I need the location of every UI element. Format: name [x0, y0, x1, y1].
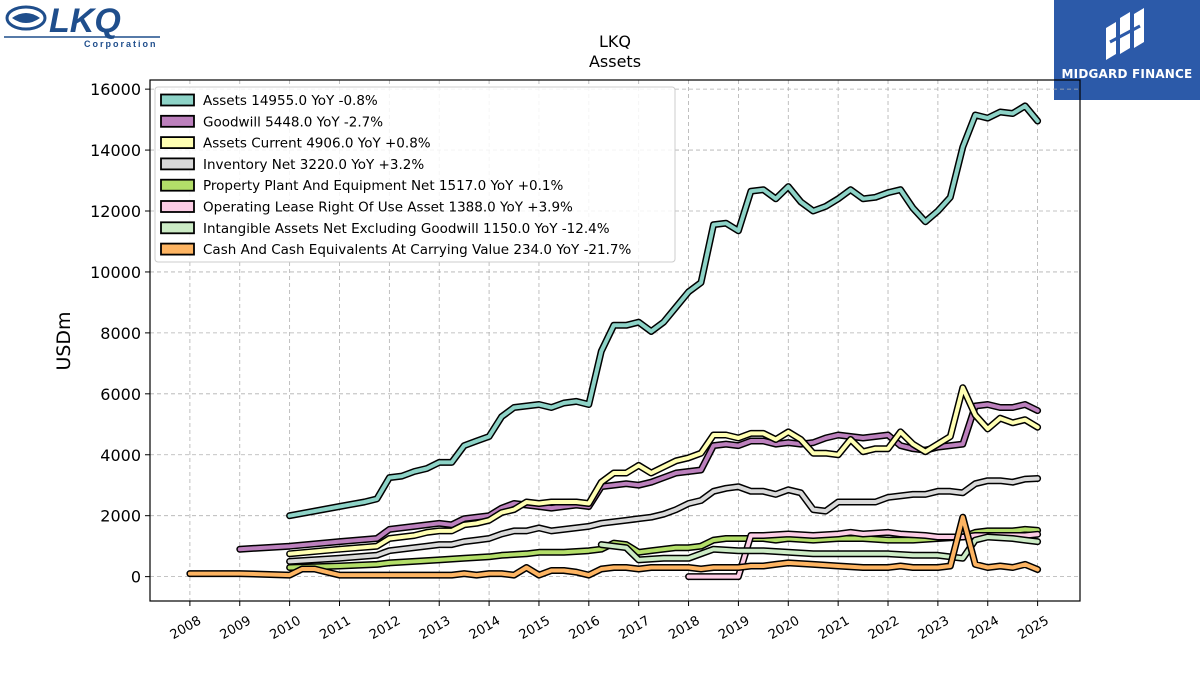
series-line: [187, 515, 1040, 578]
lkq-logo-text: LKQ: [49, 2, 121, 40]
y-tick-label: 6000: [100, 385, 141, 404]
x-tick-label: 2019: [716, 613, 752, 643]
series-line: [287, 103, 1040, 518]
x-tick-label: 2008: [168, 613, 204, 643]
x-axis-ticks: 2008 2009 2010 2011 2012 2013 2014 2015 2016 2017…: [168, 601, 1052, 643]
legend: Assets 14955.0 YoY -0.8% Goodwill 5448.0 …: [154, 86, 676, 263]
legend-swatch: [160, 157, 195, 171]
legend-entry-label: Inventory Net 3220.0 YoY +3.2%: [203, 157, 424, 173]
y-tick-label: 2000: [100, 507, 141, 526]
series-line: [287, 527, 1040, 570]
y-axis-label: USDm: [53, 311, 75, 370]
x-tick-label: 2010: [267, 613, 303, 643]
legend-box: [154, 86, 676, 263]
lkq-logo-graphic: LKQ Corporation: [4, 2, 160, 49]
legend-entry-label: Operating Lease Right Of Use Asset 1388.…: [203, 200, 573, 216]
midgard-emblem-icon: [1106, 8, 1144, 60]
x-tick-label: 2018: [666, 613, 702, 643]
x-tick-label: 2017: [617, 613, 653, 643]
midgard-finance-logo: MIDGARD FINANCE: [1054, 0, 1200, 100]
x-tick-label: 2015: [517, 613, 553, 643]
legend-swatch: [160, 221, 195, 235]
legend-entry-label: Intangible Assets Net Excluding Goodwill…: [203, 221, 610, 237]
legend-entry-label: Property Plant And Equipment Net 1517.0 …: [203, 178, 563, 194]
legend-swatch: [160, 178, 195, 192]
legend-entry-label: Assets 14955.0 YoY -0.8%: [203, 93, 378, 109]
legend-swatch: [160, 136, 195, 150]
x-tick-label: 2009: [218, 613, 254, 643]
legend-swatch: [160, 93, 195, 107]
midgard-finance-text: MIDGARD FINANCE: [1061, 67, 1193, 81]
x-tick-label: 2014: [467, 613, 503, 643]
x-tick-label: 2021: [816, 613, 852, 643]
x-tick-label: 2011: [317, 613, 353, 643]
x-tick-label: 2022: [866, 613, 902, 643]
legend-swatch: [160, 114, 195, 128]
legend-entry-label: Goodwill 5448.0 YoY -2.7%: [203, 114, 383, 130]
y-axis-ticks: 0 2000 4000 6000 8000 10000 12000 14000 16000: [90, 80, 150, 587]
y-tick-label: 12000: [90, 202, 141, 221]
chart-subtitle: Assets: [589, 52, 641, 71]
lkq-logo: LKQ Corporation: [4, 2, 160, 50]
series-line: [287, 476, 1040, 564]
y-tick-label: 16000: [90, 80, 141, 99]
x-tick-label: 2024: [966, 613, 1002, 643]
x-tick-label: 2013: [417, 613, 453, 643]
y-tick-label: 0: [131, 568, 141, 587]
x-tick-label: 2020: [766, 613, 802, 643]
x-tick-label: 2016: [567, 613, 603, 643]
y-tick-label: 4000: [100, 446, 141, 465]
lkq-logo-subtext: Corporation: [84, 39, 158, 49]
series-line: [599, 535, 1040, 562]
y-tick-label: 10000: [90, 263, 141, 282]
legend-swatch: [160, 200, 195, 213]
series-lines: [186, 102, 1042, 581]
x-tick-label: 2012: [367, 613, 403, 643]
x-tick-label: 2025: [1015, 613, 1051, 643]
legend-swatch: [160, 242, 195, 256]
legend-entry-label: Assets Current 4906.0 YoY +0.8%: [203, 136, 431, 152]
series-line: [287, 385, 1040, 556]
chart-title: LKQ: [599, 32, 631, 51]
plot-frame: [149, 79, 1081, 602]
x-tick-label: 2023: [916, 613, 952, 643]
y-tick-label: 14000: [90, 141, 141, 160]
y-tick-label: 8000: [100, 324, 141, 343]
legend-entry-label: Cash And Cash Equivalents At Carrying Va…: [203, 242, 631, 258]
